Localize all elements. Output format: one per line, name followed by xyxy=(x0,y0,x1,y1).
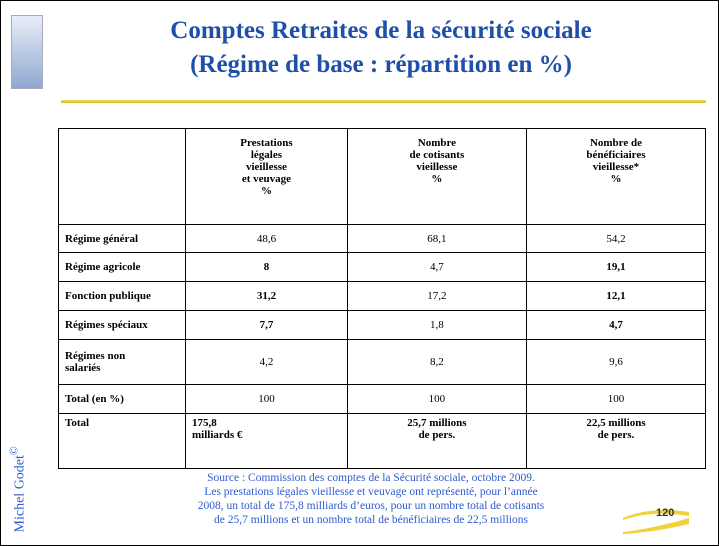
cell: 8 xyxy=(185,252,348,282)
cell: 19,1 xyxy=(525,252,707,282)
source-line: Les prestations légales vieillesse et ve… xyxy=(204,486,538,498)
title-line: Comptes Retraites de la sécurité sociale xyxy=(170,17,592,44)
author: Michel Godet© xyxy=(8,434,29,544)
row: Total (en %) 100 100 100 xyxy=(58,384,707,414)
copyright: © xyxy=(7,446,21,456)
cell: Régimes spéciaux xyxy=(58,310,186,340)
row: Régimes spéciaux 7,7 1,8 4,7 xyxy=(58,310,707,340)
header-cell: Nombre de cotisants vieillesse % xyxy=(346,128,527,225)
cell: 1,8 xyxy=(346,310,527,340)
cell: 8,2 xyxy=(346,339,527,385)
cell: 100 xyxy=(346,384,527,414)
cell: 100 xyxy=(185,384,348,414)
header-row: Prestations légales vieillesse et veuvag… xyxy=(58,128,707,225)
page-number: 120 xyxy=(656,507,675,519)
logo xyxy=(11,15,43,89)
table: Prestations légales vieillesse et veuvag… xyxy=(58,128,707,469)
header-cell: Prestations légales vieillesse et veuvag… xyxy=(185,128,348,225)
author-name: Michel Godet xyxy=(12,455,28,533)
swoosh xyxy=(623,510,689,534)
row: Total 175,8 milliards €25,7 millions de p… xyxy=(58,413,707,469)
cell: Régime général xyxy=(58,224,186,253)
cell: Total xyxy=(58,413,186,469)
cell: 12,1 xyxy=(525,281,707,311)
row: Régime général 48,6 68,1 54,2 xyxy=(58,224,707,253)
header-cell: Nombre de bénéficiaires vieillesse* % xyxy=(525,128,707,225)
cell: 31,2 xyxy=(185,281,348,311)
cell: 7,7 xyxy=(185,310,348,340)
source-line: 2008, un total de 175,8 milliards d’euro… xyxy=(197,500,545,512)
cell: 4,2 xyxy=(185,339,348,385)
cell: 54,2 xyxy=(525,224,707,253)
cell: 9,6 xyxy=(525,339,707,385)
title-line: (Régime de base : répartition en %) xyxy=(190,51,572,78)
cell: 100 xyxy=(525,384,707,414)
cell: 4,7 xyxy=(525,310,707,340)
cell: 22,5 millions de pers. xyxy=(525,413,707,469)
cell: Total (en %) xyxy=(58,384,186,414)
source-line: Source : Commission des comptes de la Sé… xyxy=(207,472,535,484)
cell: 68,1 xyxy=(346,224,527,253)
cell: 4,7 xyxy=(346,252,527,282)
header-cell xyxy=(58,128,186,225)
row: Régime agricole 8 4,7 19,1 xyxy=(58,252,707,282)
source: Source : Commission des comptes de la Sé… xyxy=(111,471,631,527)
source-line: de 25,7 millions et un nombre total de b… xyxy=(214,514,528,526)
cell: 48,6 xyxy=(185,224,348,253)
row: Fonction publique 31,2 17,2 12,1 xyxy=(58,281,707,311)
cell: Régimes non salariés xyxy=(58,339,186,385)
cell: 25,7 millions de pers. xyxy=(346,413,527,469)
cell: Régime agricole xyxy=(58,252,186,282)
cell: 175,8 milliards € xyxy=(185,413,348,469)
cell: Fonction publique xyxy=(58,281,186,311)
title-rule xyxy=(61,100,706,103)
cell: 17,2 xyxy=(346,281,527,311)
row: Régimes non salariés 4,2 8,2 9,6 xyxy=(58,339,707,385)
